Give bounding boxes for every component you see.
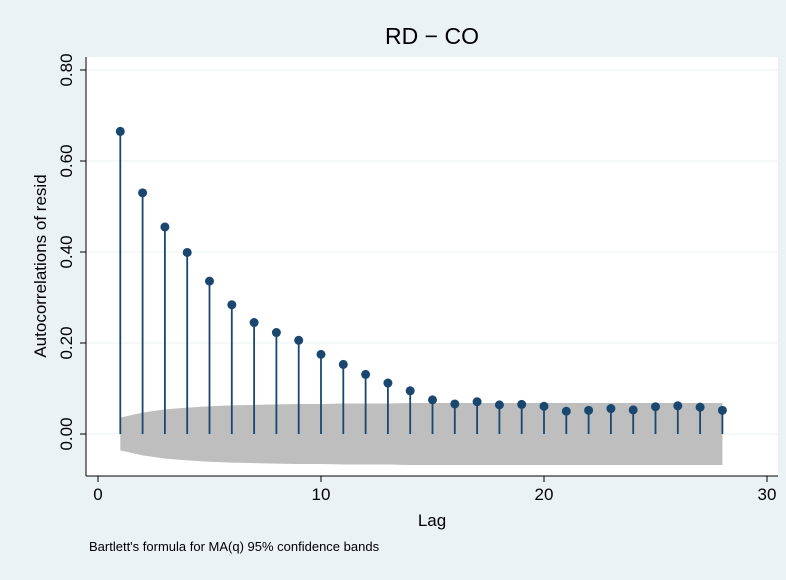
point-lag-23: [606, 404, 616, 414]
point-lag-12: [361, 369, 371, 379]
point-lag-1: [115, 126, 125, 136]
point-lag-4: [182, 247, 192, 257]
point-lag-14: [405, 386, 415, 396]
x-axis-label: Lag: [418, 511, 446, 530]
points: [115, 126, 727, 416]
point-lag-17: [472, 397, 482, 407]
point-lag-11: [338, 359, 348, 369]
point-lag-27: [695, 402, 705, 412]
point-lag-19: [517, 399, 527, 409]
point-lag-8: [271, 328, 281, 338]
point-lag-25: [651, 402, 660, 412]
x-tick-label-2: 20: [535, 485, 554, 504]
point-lag-9: [294, 335, 304, 345]
y-axis-label: Autocorrelations of resid: [31, 174, 50, 357]
point-lag-22: [584, 405, 594, 415]
point-lag-15: [428, 395, 437, 405]
point-lag-16: [450, 399, 460, 409]
point-lag-24: [628, 405, 638, 415]
point-lag-2: [138, 188, 148, 198]
x-axis-ticks: 0 10 20 30: [93, 476, 776, 504]
point-lag-10: [316, 349, 326, 359]
x-tick-label-3: 30: [758, 485, 777, 504]
confidence-band: [120, 403, 723, 465]
point-lag-18: [494, 400, 504, 410]
point-lag-28: [717, 405, 727, 415]
chart-note: Bartlett's formula for MA(q) 95% confide…: [89, 539, 380, 554]
y-tick-label-1: 0.20: [57, 326, 76, 359]
x-tick-label-0: 0: [93, 485, 102, 504]
y-axis-ticks: 0.00 0.20 0.40 0.60 0.80: [57, 53, 86, 451]
y-tick-label-2: 0.40: [57, 235, 76, 268]
x-tick-label-1: 10: [312, 485, 331, 504]
point-lag-13: [383, 378, 393, 388]
stems: [119, 131, 724, 434]
point-lag-7: [249, 318, 259, 328]
point-lag-6: [227, 300, 237, 310]
y-tick-label-4: 0.80: [57, 53, 76, 86]
point-lag-5: [205, 276, 214, 286]
point-lag-21: [561, 406, 571, 416]
y-tick-label-0: 0.00: [57, 417, 76, 450]
point-lag-26: [673, 401, 683, 411]
y-tick-label-3: 0.60: [57, 144, 76, 177]
chart-title: RD − CO: [385, 23, 479, 49]
point-lag-20: [539, 401, 549, 411]
point-lag-3: [160, 222, 170, 232]
